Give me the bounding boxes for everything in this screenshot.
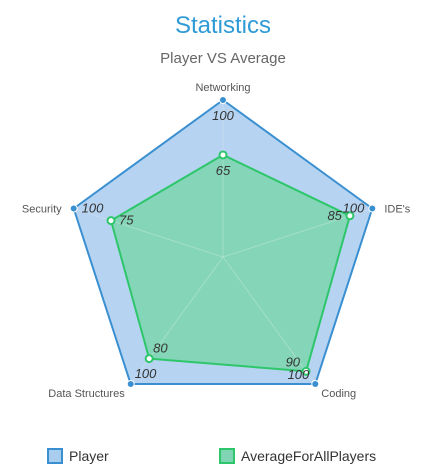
series-point-1-4 [106, 216, 116, 226]
data-label-1-4: 75 [119, 213, 134, 228]
series-point-1-0 [218, 150, 228, 160]
data-label-1-0: 65 [216, 163, 231, 178]
axis-label-0: Networking [195, 82, 250, 94]
legend: Player AverageForAllPlayers [47, 448, 376, 464]
axis-label-4: Security [22, 203, 62, 215]
series-point-0-1 [368, 204, 377, 213]
axis-label-2: Coding [321, 388, 356, 400]
data-label-0-3: 100 [135, 366, 157, 381]
axis-labels: Networking IDE's Coding Data Structures Secu… [22, 82, 411, 400]
grid-spoke-overlay-2 [222, 256, 316, 385]
legend-swatch-1 [219, 448, 235, 464]
series-point-1-2 [301, 366, 311, 376]
series-point-0-2 [311, 380, 320, 389]
data-label-1-3: 80 [153, 341, 168, 356]
axis-label-3: Data Structures [48, 388, 125, 400]
chart-subtitle: Player VS Average [160, 50, 286, 67]
legend-swatch-0 [47, 448, 63, 464]
legend-label-1: AverageForAllPlayers [241, 448, 376, 464]
data-label-0-4: 100 [82, 200, 104, 215]
data-label-0-0: 100 [212, 108, 234, 123]
series-point-0-4 [69, 204, 78, 213]
axis-label-1: IDE's [384, 203, 410, 215]
legend-label-0: Player [69, 448, 109, 464]
data-label-1-2: 90 [286, 354, 301, 369]
series-point-0-3 [126, 380, 135, 389]
series-point-1-3 [144, 354, 154, 364]
grid-spoke-overlay-4 [73, 208, 224, 258]
radar-series [69, 96, 377, 389]
series-point-0-0 [219, 96, 227, 104]
series-area-1 [110, 153, 351, 373]
data-label-1-1: 85 [327, 208, 342, 223]
grid-spoke-overlay-3 [130, 256, 224, 385]
data-labels: 100 100 100 100 100 65 85 90 80 75 [82, 108, 365, 382]
data-label-0-2: 100 [288, 367, 310, 382]
chart-title: Statistics [175, 12, 271, 39]
data-label-0-1: 100 [343, 200, 365, 215]
series-point-1-1 [345, 211, 355, 221]
